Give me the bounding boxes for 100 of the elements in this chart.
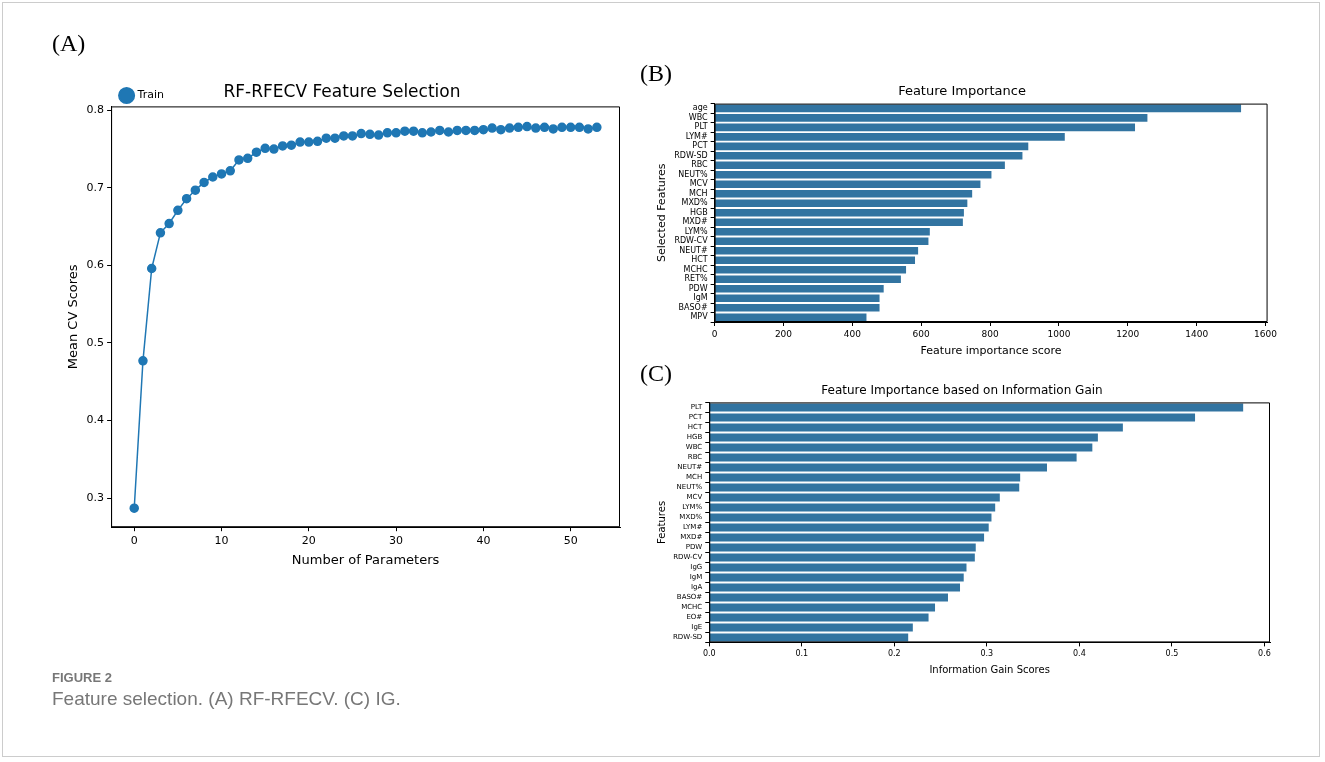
point [286, 140, 297, 150]
text: (B) [640, 60, 672, 87]
bar [715, 161, 1005, 170]
point [234, 155, 244, 165]
bar [709, 413, 1196, 422]
point [531, 123, 541, 133]
x-axis-title: Information Gain Scores [929, 663, 1050, 675]
y-tick-label: RBC [691, 160, 709, 170]
y-tick-label: MXD# [682, 217, 708, 227]
point [312, 136, 323, 147]
point [199, 177, 209, 188]
y-tick-label: NEUT% [678, 169, 709, 179]
x-tick-label: 0.1 [795, 649, 809, 659]
y-tick-label: NEUT# [679, 245, 708, 255]
x-tick-label: 1400 [1185, 328, 1209, 339]
y-tick-label: BASO# [678, 302, 708, 312]
y-tick-label: PCT [692, 141, 708, 151]
bar [715, 142, 1029, 151]
bar [709, 483, 1020, 492]
x-tick-label: 50 [563, 533, 578, 547]
point [557, 122, 567, 133]
legend-label: Train [136, 88, 165, 102]
x-tick-label: 0.6 [1258, 649, 1271, 659]
point [574, 122, 585, 133]
point [225, 166, 235, 176]
y-tick-label: RDW-SD [674, 150, 708, 160]
x-tick-label: 1200 [1116, 328, 1140, 339]
point [181, 193, 192, 204]
point [408, 126, 419, 136]
point [487, 123, 497, 133]
point [548, 124, 558, 134]
bar [709, 433, 1098, 442]
bar [709, 493, 1000, 502]
bar [709, 593, 948, 602]
point [338, 131, 349, 141]
x-tick-label: 0.3 [980, 649, 994, 659]
caption: FIGURE 2 [52, 670, 113, 685]
point [592, 122, 602, 133]
bar [715, 180, 981, 189]
y-tick-label: MCH [689, 188, 708, 198]
point [155, 228, 166, 238]
bar [709, 603, 936, 612]
bar [709, 583, 961, 592]
x-tick-label: 0.0 [702, 649, 716, 659]
bar [709, 503, 996, 512]
bar [709, 543, 976, 552]
point [330, 133, 340, 143]
point [251, 147, 262, 157]
point [513, 122, 524, 133]
point [138, 356, 148, 366]
bar [709, 443, 1093, 452]
point [400, 126, 410, 136]
y-tick-label: 0.8 [86, 103, 105, 117]
point [443, 127, 454, 137]
point [391, 128, 401, 138]
bar [715, 152, 1023, 160]
point [539, 122, 550, 133]
point [426, 127, 436, 137]
bar [715, 133, 1065, 141]
y-tick-label: LYM% [684, 226, 709, 236]
x-tick-label: 0 [711, 328, 718, 339]
y-axis-title: Mean CV Scores [65, 264, 81, 370]
bar [709, 523, 989, 532]
point [208, 172, 218, 182]
text: (C) [640, 360, 672, 387]
point [321, 133, 332, 143]
point [269, 144, 279, 154]
point [295, 137, 305, 147]
point [461, 125, 471, 136]
point [373, 130, 384, 140]
y-tick-label: RET% [684, 274, 709, 284]
point [434, 125, 445, 136]
y-tick-label: PLT [694, 122, 708, 132]
x-tick-label: 600 [912, 328, 931, 339]
y-tick-label: WBC [688, 112, 709, 122]
x-tick-label: 10 [214, 533, 229, 547]
x-tick-label: 1000 [1047, 328, 1071, 339]
x-tick-label: 1600 [1254, 328, 1278, 339]
bar [715, 190, 973, 198]
x-tick-label: 0.4 [1073, 649, 1086, 659]
y-tick-label: 0.3 [86, 490, 105, 504]
bar [709, 513, 992, 522]
bar [715, 199, 968, 208]
x-axis-title: Feature importance score [920, 344, 1062, 358]
y-axis-title: Selected Features [655, 163, 669, 263]
x-tick-label: 0.2 [887, 649, 901, 659]
bar [715, 123, 1136, 132]
bar [709, 563, 967, 572]
x-tick-label: 30 [389, 533, 404, 547]
point [496, 124, 506, 135]
bar [709, 423, 1123, 432]
chart-title: Feature Importance [898, 83, 1026, 99]
y-tick-label: MXD% [681, 198, 709, 208]
point [382, 128, 393, 138]
point [304, 137, 314, 147]
y-tick-label: RDW-CV [674, 236, 709, 246]
y-tick-label: age [692, 103, 708, 113]
y-tick-label: 0.6 [86, 258, 105, 272]
point [129, 503, 139, 513]
point [173, 205, 183, 216]
